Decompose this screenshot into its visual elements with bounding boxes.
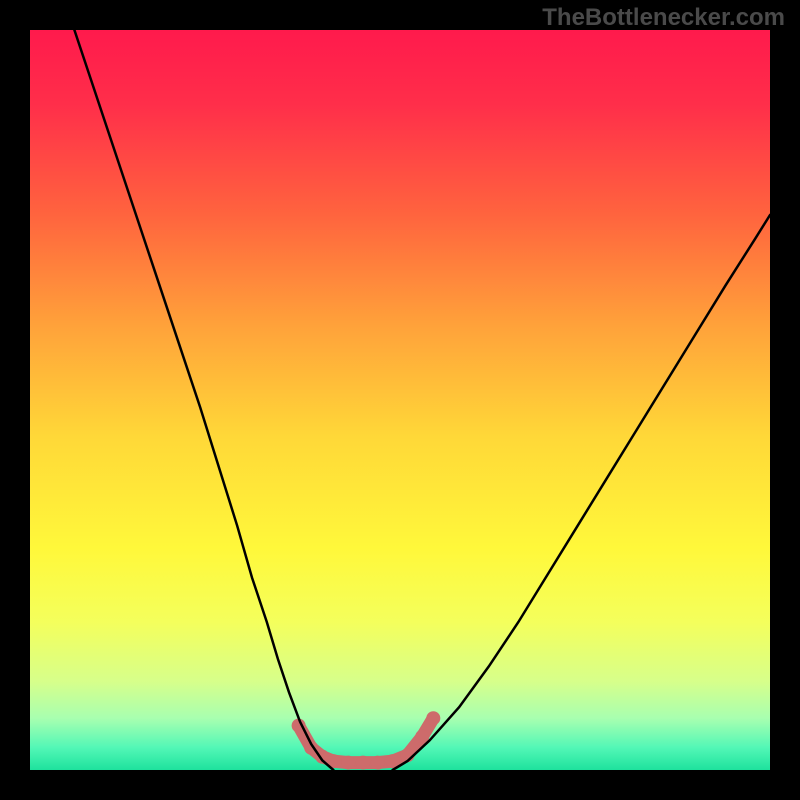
floor-band-dot (341, 756, 355, 770)
right-curve (393, 215, 770, 770)
plot-area (30, 30, 770, 770)
curve-layer (30, 30, 770, 770)
watermark-text: TheBottlenecker.com (542, 4, 785, 32)
floor-band-dot (371, 756, 385, 770)
chart-container: TheBottlenecker.com (0, 0, 800, 800)
floor-band-dot (356, 756, 370, 770)
left-curve (74, 30, 333, 770)
floor-band-dot (426, 711, 440, 725)
